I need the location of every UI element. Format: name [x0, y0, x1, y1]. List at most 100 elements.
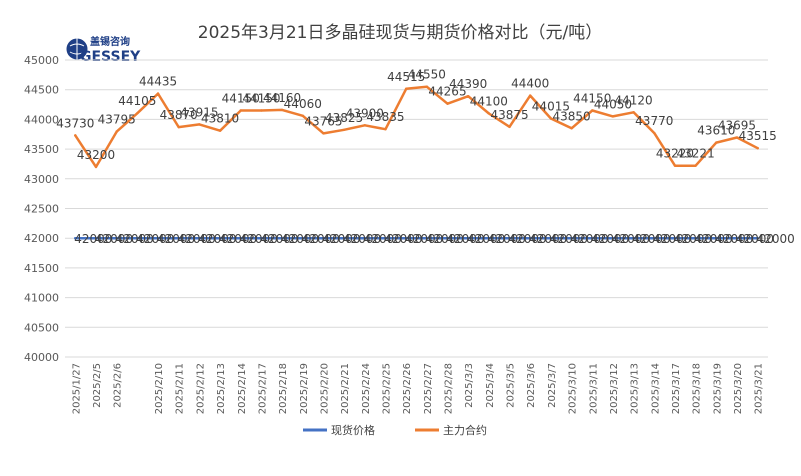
x-tick-label: 2025/3/6 [526, 363, 537, 408]
x-tick-label: 2025/2/6 [113, 363, 124, 408]
data-label: 42000 [95, 232, 133, 246]
data-point [301, 237, 304, 240]
data-point [425, 85, 429, 88]
data-label: 44105 [118, 94, 156, 108]
x-tick-label: 2025/3/5 [506, 363, 517, 408]
data-label: 42000 [384, 232, 422, 246]
data-point [404, 87, 408, 91]
data-point [384, 128, 387, 131]
x-tick-label: 2025/2/27 [423, 363, 434, 414]
data-point [239, 109, 242, 112]
logo: 盖锡咨询 GESSEY [65, 35, 141, 65]
data-label: 42000 [570, 232, 608, 246]
data-label: 43730 [56, 116, 94, 130]
data-label: 42000 [467, 232, 505, 246]
data-point [239, 237, 242, 240]
data-label: 42000 [157, 232, 195, 246]
data-label: 43875 [490, 108, 528, 122]
data-label: 43810 [201, 112, 239, 126]
data-label: 44150 [242, 91, 280, 105]
data-point [735, 136, 739, 139]
data-label: 42000 [674, 232, 712, 246]
data-label: 42000 [695, 232, 733, 246]
data-point [342, 128, 346, 131]
data-label: 44400 [511, 77, 549, 91]
data-label: 43765 [304, 114, 342, 128]
data-point [156, 237, 160, 240]
data-label: 42000 [550, 232, 588, 246]
data-point [301, 114, 304, 118]
data-label: 42000 [198, 232, 236, 246]
x-tick-label: 2025/2/10 [154, 363, 165, 414]
data-label: 44150 [573, 91, 611, 105]
y-tick-label: 42000 [24, 232, 59, 245]
data-point [591, 109, 594, 112]
data-point [735, 237, 739, 240]
x-tick-label: 2025/2/5 [92, 363, 103, 408]
data-point [177, 125, 180, 129]
data-label: 42000 [281, 232, 319, 246]
data-label: 43835 [366, 110, 404, 124]
data-label: 42000 [591, 232, 629, 246]
data-label: 44015 [532, 100, 570, 114]
y-tick-label: 43500 [24, 143, 59, 156]
data-label: 44160 [263, 91, 301, 105]
logo-top-text: 盖锡咨询 [90, 35, 130, 48]
data-point [94, 237, 98, 240]
x-tick-label: 2025/3/13 [630, 363, 641, 414]
data-point [508, 125, 511, 129]
series-line-1 [74, 85, 759, 169]
x-tick-label: 2025/3/10 [568, 363, 579, 414]
data-label: 44390 [449, 77, 487, 91]
x-tick-label: 2025/3/7 [547, 363, 558, 408]
data-label: 42000 [736, 232, 774, 246]
data-point [653, 237, 656, 240]
data-point [322, 132, 325, 135]
x-tick-label: 2025/3/18 [692, 363, 703, 414]
data-label: 42000 [715, 232, 753, 246]
data-point [694, 237, 697, 240]
data-point [94, 165, 98, 169]
x-tick-label: 2025/1/27 [71, 363, 82, 414]
data-point [715, 141, 718, 144]
data-point [529, 94, 532, 97]
data-point [404, 237, 408, 240]
data-point [446, 237, 449, 240]
data-point [363, 124, 367, 127]
data-label: 42000 [757, 232, 795, 246]
y-tick-label: 41500 [24, 262, 59, 275]
data-point [694, 164, 697, 167]
data-point [198, 123, 201, 126]
data-point [260, 237, 263, 240]
data-label: 42000 [178, 232, 216, 246]
data-label: 44120 [615, 93, 653, 107]
data-label: 43610 [697, 124, 735, 138]
data-label: 43900 [346, 106, 384, 120]
data-point [218, 129, 222, 132]
data-point [529, 237, 532, 240]
y-tick-label: 45000 [24, 54, 59, 67]
data-label: 43770 [635, 114, 673, 128]
data-point [136, 237, 139, 240]
y-tick-label: 40500 [24, 321, 59, 334]
data-point [115, 237, 118, 240]
data-label: 44100 [470, 94, 508, 108]
data-label: 43795 [98, 113, 136, 127]
data-point [74, 237, 77, 240]
data-label: 43695 [718, 119, 756, 133]
x-tick-label: 2025/2/11 [175, 363, 186, 414]
data-point [342, 237, 346, 240]
data-point [198, 237, 201, 240]
x-tick-label: 2025/2/24 [361, 363, 372, 414]
y-tick-label: 40000 [24, 351, 59, 364]
data-point [156, 92, 160, 95]
x-tick-label: 2025/3/4 [485, 363, 496, 408]
data-label: 42000 [240, 232, 278, 246]
data-label: 44050 [594, 97, 632, 111]
legend-label: 主力合约 [443, 423, 487, 437]
data-label: 43200 [77, 148, 115, 162]
x-tick-label: 2025/3/20 [733, 363, 744, 414]
data-point [673, 164, 677, 167]
data-label: 43221 [677, 147, 715, 161]
data-label: 42000 [136, 232, 174, 246]
